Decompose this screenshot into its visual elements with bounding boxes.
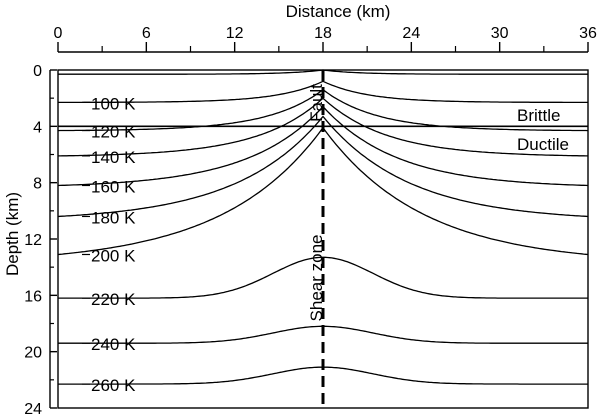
isotherm-label: 100 K [91,94,136,113]
plot-frame [57,69,589,409]
fault-label: Fault [307,84,326,122]
isotherm-label: 240 K [91,335,136,354]
x-tick-label: 18 [314,25,332,42]
brittle-label: Brittle [517,106,560,125]
isotherm-line [58,97,588,157]
y-axis: 0 4 8 12 16 20 24 [24,63,57,418]
x-axis: 0 6 12 18 24 30 36 [54,25,597,53]
shear-zone-label: Shear zone [307,235,326,322]
ductile-label: Ductile [517,135,569,154]
x-axis-title: Distance (km) [286,2,391,21]
y-tick-label: 0 [33,63,42,80]
isotherm-label: 220 K [91,290,136,309]
x-tick-label: 36 [579,25,597,42]
x-tick-label: 6 [142,25,151,42]
plot-area: 100 K 120 K 140 K 160 K 180 K 200 K 220 K 240 K… [57,69,589,409]
y-tick-label: 24 [24,401,42,418]
y-tick-label: 16 [24,288,42,305]
y-tick-label: 4 [33,119,42,136]
isotherm-label: 180 K [91,208,136,227]
isotherm-labels: 100 K 120 K 140 K 160 K 180 K 200 K 220 K 240 K… [82,94,136,395]
isotherm-line [57,115,589,218]
y-tick-label: 8 [33,176,42,193]
isotherm-label: 200 K [91,246,136,265]
x-tick-label: 24 [402,25,420,42]
x-tick-label: 30 [491,25,509,42]
isotherm-label: 120 K [91,123,136,142]
isotherm-label: 140 K [91,148,136,167]
y-tick-label: 12 [24,232,42,249]
y-axis-title: Depth (km) [3,192,22,276]
x-tick-label: 12 [226,25,244,42]
x-tick-label: 0 [54,25,63,42]
isotherm-line [58,80,588,104]
isotherm-label: 260 K [91,376,136,395]
isotherm-label: 160 K [91,177,136,196]
y-tick-label: 20 [24,345,42,362]
